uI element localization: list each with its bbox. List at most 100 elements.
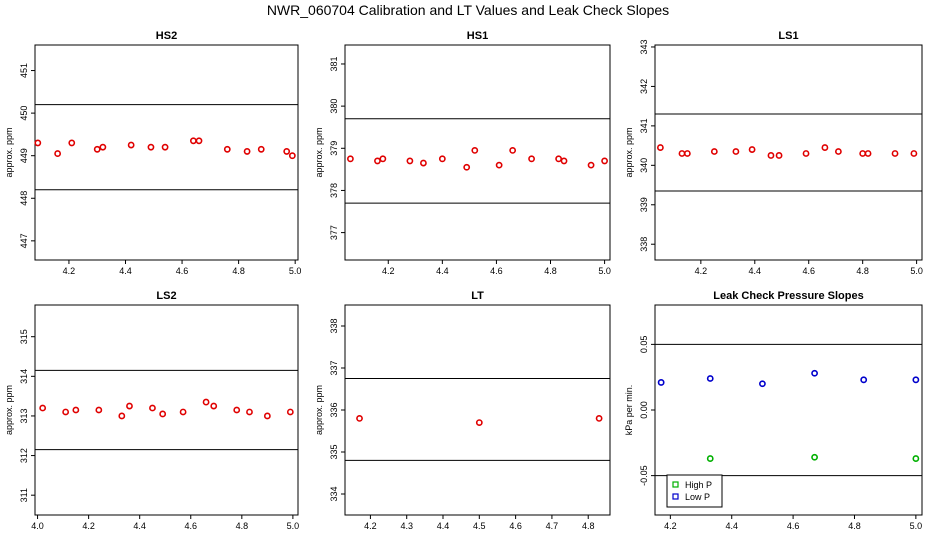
- panel-leak: Leak Check Pressure Slopes kPa per min. 4.…: [624, 290, 923, 531]
- data-point: [149, 404, 156, 412]
- x-tick-label: 4.2: [82, 521, 95, 531]
- x-tick-label: 4.6: [509, 521, 522, 531]
- x-tick-label: 4.8: [848, 521, 861, 531]
- data-point: [555, 155, 563, 163]
- x-tick-label: 4.6: [490, 266, 503, 276]
- y-tick-label: 0.05: [639, 336, 649, 354]
- data-point: [910, 150, 918, 157]
- data-point: [233, 406, 241, 414]
- plot-frame: [34, 304, 299, 516]
- data-point: [891, 150, 899, 157]
- data-point: [864, 150, 872, 157]
- x-tick-label: 4.3: [400, 521, 413, 531]
- data-point: [706, 455, 714, 462]
- data-point: [263, 412, 271, 420]
- y-tick-label: 334: [329, 486, 339, 501]
- data-point: [379, 155, 387, 163]
- x-tick-label: 4.2: [695, 266, 708, 276]
- x-tick-label: 4.2: [664, 521, 677, 531]
- x-tick-label: 4.6: [184, 521, 197, 531]
- data-point: [54, 150, 62, 157]
- panel-ls2: LS2 approx. ppm 4.0 4.2 4.4 4.6 4.8 5.0 311 312 31…: [4, 290, 299, 531]
- x-tick-label: 4.4: [437, 521, 450, 531]
- x-tick-label: 5.0: [910, 521, 923, 531]
- data-point: [683, 150, 691, 157]
- x-tick-label: 4.4: [725, 521, 738, 531]
- y-tick-label: 335: [329, 444, 339, 459]
- data-point: [859, 150, 867, 157]
- data-point: [72, 406, 80, 414]
- panel-hs2: HS2 approx. ppm 4.2 4.4 4.6 4.8 5.0 447 448 449 45…: [4, 30, 301, 276]
- data-point: [288, 152, 296, 160]
- data-point: [93, 145, 101, 153]
- data-point: [223, 145, 231, 153]
- data-point: [802, 150, 810, 157]
- y-axis-label: approx. ppm: [4, 127, 14, 177]
- plot-frame: [344, 44, 611, 261]
- x-tick-label: 4.4: [133, 521, 146, 531]
- panel-title: HS1: [467, 30, 488, 42]
- x-tick-label: 4.6: [176, 266, 189, 276]
- data-point: [732, 148, 740, 155]
- data-point: [99, 143, 107, 151]
- data-point: [68, 139, 76, 147]
- data-point: [202, 398, 210, 406]
- x-tick-label: 4.7: [546, 521, 559, 531]
- data-point: [286, 408, 294, 416]
- data-point: [509, 146, 517, 154]
- legend-box: [666, 474, 723, 508]
- data-point: [706, 375, 714, 382]
- data-point: [161, 143, 169, 151]
- data-point: [821, 144, 829, 151]
- data-point: [246, 408, 253, 416]
- y-tick-label: 311: [19, 488, 29, 502]
- y-tick-label: 449: [19, 148, 29, 163]
- data-point: [860, 376, 868, 384]
- data-point: [195, 137, 203, 145]
- y-tick-label: 336: [329, 402, 339, 417]
- data-point: [811, 369, 818, 377]
- data-point: [127, 141, 135, 149]
- data-point: [62, 408, 70, 416]
- panel-hs1: HS1 approx. ppm 4.2 4.4 4.6 4.8 5.0 377 378 379 38…: [314, 30, 611, 276]
- data-point: [420, 159, 427, 167]
- data-point: [678, 150, 686, 157]
- data-point: [710, 148, 718, 155]
- data-point: [657, 379, 665, 386]
- data-point: [356, 414, 363, 422]
- y-tick-label: -0.05: [639, 465, 649, 486]
- y-tick-label: 381: [329, 56, 339, 71]
- x-tick-label: 5.0: [910, 266, 923, 276]
- y-tick-label: 378: [329, 183, 339, 198]
- legend-label: Low P: [685, 492, 710, 502]
- data-point: [560, 157, 568, 165]
- data-point: [759, 380, 766, 388]
- y-tick-label: 341: [639, 118, 649, 133]
- x-tick-label: 4.6: [802, 266, 815, 276]
- data-point: [39, 404, 47, 412]
- x-tick-label: 4.8: [236, 521, 249, 531]
- x-tick-label: 4.2: [63, 266, 76, 276]
- y-tick-label: 379: [329, 141, 339, 156]
- x-tick-label: 4.8: [544, 266, 557, 276]
- y-tick-label: 312: [19, 448, 29, 463]
- data-point: [283, 148, 291, 155]
- y-tick-label: 340: [639, 158, 649, 173]
- y-tick-label: 343: [639, 39, 649, 54]
- y-axis-label: approx. ppm: [314, 385, 324, 435]
- data-point: [347, 155, 354, 163]
- data-point: [179, 408, 187, 416]
- y-axis-label: approx. ppm: [4, 385, 14, 435]
- panel-ls1: LS1 approx. ppm 4.2 4.4 4.6 4.8 5.0 338 339 340 34…: [624, 30, 923, 276]
- y-axis-label: kPa per min.: [624, 385, 634, 436]
- data-point: [811, 453, 818, 461]
- panel-title: LT: [471, 290, 484, 302]
- x-tick-label: 4.4: [436, 266, 449, 276]
- x-tick-label: 4.8: [856, 266, 869, 276]
- data-point: [595, 414, 603, 422]
- y-tick-label: 377: [329, 225, 339, 240]
- data-point: [34, 139, 42, 147]
- y-tick-label: 448: [19, 191, 29, 206]
- data-point: [159, 410, 167, 418]
- panel-title: Leak Check Pressure Slopes: [713, 290, 863, 302]
